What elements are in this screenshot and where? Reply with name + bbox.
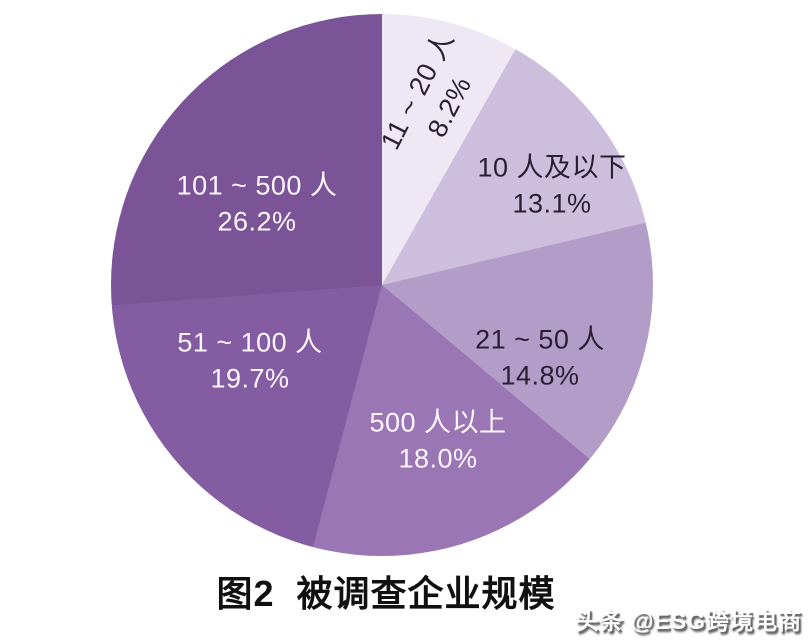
pie-chart [111,14,653,556]
watermark: 头条 @ESG跨境电商 [575,608,802,634]
chart-caption: 图2 被调查企业规模 [216,573,556,614]
